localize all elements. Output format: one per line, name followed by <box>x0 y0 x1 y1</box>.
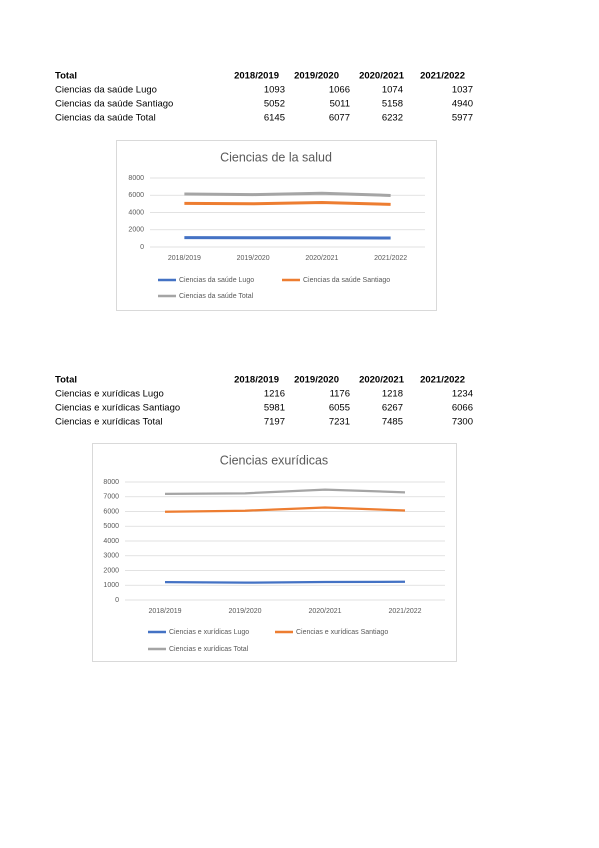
y-tick-label: 6000 <box>103 508 119 515</box>
table-cell-number: 7485 <box>382 417 403 428</box>
x-tick-label: 2021/2022 <box>374 255 407 262</box>
table-cell-number: 1037 <box>452 85 473 96</box>
table-cell-number: 1066 <box>329 85 350 96</box>
table-header: 2020/2021 <box>359 71 405 82</box>
table-cell-number: 7197 <box>264 417 285 428</box>
series-line <box>184 201 391 206</box>
table-cell-label: Ciencias da saúde Total <box>55 113 156 124</box>
legend-label: Ciencias da saúde Santiago <box>303 277 390 284</box>
x-tick-label: 2021/2022 <box>388 608 421 615</box>
y-tick-label: 0 <box>140 244 144 251</box>
chart-frame <box>116 140 437 311</box>
table-cell-number: 1218 <box>382 389 403 400</box>
y-tick-label: 8000 <box>103 479 119 486</box>
series-line <box>164 488 406 495</box>
legend-label: Ciencias e xurídicas Santiago <box>296 629 388 636</box>
table-cell-number: 1176 <box>330 389 350 400</box>
x-tick-label: 2018/2019 <box>168 255 201 262</box>
table-cell-number: 6077 <box>329 113 350 124</box>
table-header: 2021/2022 <box>420 375 465 386</box>
table-header: 2019/2020 <box>294 71 339 82</box>
y-tick-label: 6000 <box>128 192 144 199</box>
series-line <box>184 191 391 197</box>
y-tick-label: 5000 <box>103 523 119 530</box>
y-tick-label: 4000 <box>128 209 144 216</box>
chart-frame <box>92 443 457 662</box>
series-line <box>164 506 406 513</box>
table-cell-label: Ciencias e xurídicas Lugo <box>55 389 164 400</box>
table-cell-number: 6232 <box>382 113 403 124</box>
table-header: 2018/2019 <box>234 71 279 82</box>
y-tick-label: 8000 <box>128 175 144 182</box>
y-tick-label: 3000 <box>103 553 119 560</box>
legend-label: Ciencias e xurídicas Total <box>169 646 249 653</box>
y-tick-label: 2000 <box>128 227 144 234</box>
legend-label: Ciencias e xurídicas Lugo <box>169 629 249 636</box>
y-tick-label: 2000 <box>103 567 119 574</box>
x-tick-label: 2020/2021 <box>308 608 341 615</box>
y-tick-label: 1000 <box>103 582 119 589</box>
table-cell-number: 1234 <box>452 389 473 400</box>
table-cell-number: 6055 <box>329 403 350 414</box>
table-cell-label: Ciencias da saúde Santiago <box>55 99 173 110</box>
table-header: 2019/2020 <box>294 375 339 386</box>
table-header: 2018/2019 <box>234 375 279 386</box>
table-cell-number: 7231 <box>329 417 350 428</box>
table-cell-number: 1074 <box>382 85 403 96</box>
x-tick-label: 2019/2020 <box>237 255 270 262</box>
table-cell-number: 5158 <box>382 99 403 110</box>
table-cell-number: 4940 <box>452 99 473 110</box>
table-cell-number: 5981 <box>264 403 285 414</box>
legend-label: Ciencias da saúde Lugo <box>179 277 254 284</box>
y-tick-label: 4000 <box>103 538 119 545</box>
y-tick-label: 0 <box>115 597 119 604</box>
table-cell-number: 1216 <box>264 389 285 400</box>
table-header: 2021/2022 <box>420 71 465 82</box>
table-cell-label: Ciencias e xurídicas Total <box>55 417 163 428</box>
table-cell-number: 5977 <box>452 113 473 124</box>
series-line <box>164 580 406 584</box>
table-cell-number: 6145 <box>264 113 285 124</box>
chart-title: Ciencias de la salud <box>220 150 332 164</box>
table-header: Total <box>55 71 77 82</box>
x-tick-label: 2018/2019 <box>148 608 181 615</box>
x-tick-label: 2019/2020 <box>228 608 261 615</box>
table-cell-number: 5052 <box>264 99 285 110</box>
table-cell-number: 6267 <box>382 403 403 414</box>
table-cell-label: Ciencias da saúde Lugo <box>55 85 157 96</box>
table-header: 2020/2021 <box>359 375 405 386</box>
x-tick-label: 2020/2021 <box>305 255 338 262</box>
table-cell-number: 6066 <box>452 403 473 414</box>
table-cell-label: Ciencias e xurídicas Santiago <box>55 403 180 414</box>
y-tick-label: 7000 <box>103 494 119 501</box>
table-header: Total <box>55 375 77 386</box>
table-cell-number: 5011 <box>330 99 350 110</box>
table-cell-number: 7300 <box>452 417 473 428</box>
table-cell-number: 1093 <box>264 85 285 96</box>
legend-label: Ciencias da saúde Total <box>179 293 254 300</box>
chart-title: Ciencias exurídicas <box>220 453 328 467</box>
